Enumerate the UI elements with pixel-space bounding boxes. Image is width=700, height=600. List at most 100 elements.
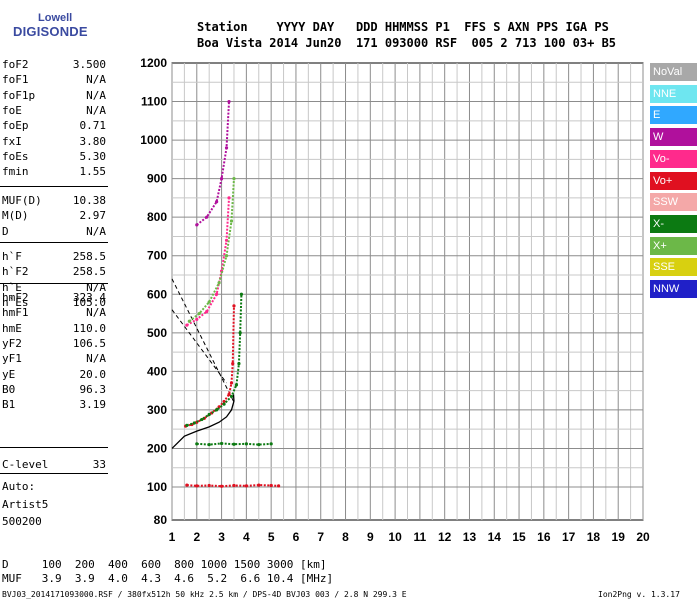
echo-point xyxy=(231,362,235,366)
echo-point xyxy=(207,443,211,447)
x-tick-label: 17 xyxy=(562,530,576,544)
dashed-reference-line xyxy=(171,309,227,384)
parameter-value: 3.500 xyxy=(72,58,106,71)
x-tick-label: 2 xyxy=(193,530,200,544)
echo-point xyxy=(207,412,211,417)
parameter-label: foEp xyxy=(2,119,29,133)
echo-point xyxy=(257,483,261,487)
parameter-value: 110.0 xyxy=(72,321,106,335)
chart-grid xyxy=(171,62,644,521)
echo-point xyxy=(215,200,219,204)
parameter-label: MUF(D) xyxy=(2,194,42,207)
parameter-row: foEs 5.30 xyxy=(2,149,106,164)
autoscale-code: 500200 xyxy=(2,515,42,528)
autoscale-artist: Artist5 xyxy=(2,498,49,511)
echo-point xyxy=(207,483,211,488)
parameter-label: fxI xyxy=(2,134,22,148)
echo-point xyxy=(238,331,242,335)
x-tick-label: 6 xyxy=(293,530,300,544)
echo-point xyxy=(215,408,219,412)
parameter-value: 10.38 xyxy=(72,194,106,207)
parameter-value: N/A xyxy=(86,103,106,117)
echo-trace xyxy=(187,177,236,323)
parameter-row: h`F2 258.5 xyxy=(2,264,106,279)
parameter-value: 323.4 xyxy=(72,291,106,304)
parameter-label: foEs xyxy=(2,149,29,163)
echo-point xyxy=(269,442,273,446)
echo-trace xyxy=(195,441,273,447)
echo-point xyxy=(207,300,211,304)
parameter-label: foF2 xyxy=(2,58,29,71)
parameter-label: h`F2 xyxy=(2,265,29,279)
parameter-label: M(D) xyxy=(2,209,29,223)
y-tick-label: 800 xyxy=(147,210,167,224)
legend-item: W xyxy=(650,128,697,147)
parameter-value: 3.19 xyxy=(79,398,107,412)
echo-point xyxy=(229,219,234,223)
echo-point xyxy=(205,310,209,314)
legend-item: Vo+ xyxy=(650,171,697,190)
echo-point xyxy=(192,421,196,425)
x-tick-label: 4 xyxy=(243,530,250,544)
parameter-row: foE N/A xyxy=(2,103,106,118)
parameter-row: yF1 N/A xyxy=(2,351,106,366)
x-tick-label: 11 xyxy=(414,530,427,544)
parameter-label: hmF1 xyxy=(2,306,29,320)
y-tick-label: 400 xyxy=(147,364,167,378)
echo-point xyxy=(269,483,273,488)
parameter-label: C-level xyxy=(2,458,49,471)
header-line-1: Station YYYY DAY DDD HHMMSS P1 FFS S AXN… xyxy=(197,20,609,34)
echo-point xyxy=(244,484,248,488)
legend-item: E xyxy=(650,106,697,125)
parameter-label: h`Es xyxy=(2,295,29,309)
parameter-value: 106.5 xyxy=(72,336,106,350)
x-tick-label: 18 xyxy=(587,530,601,544)
echo-point xyxy=(205,215,209,219)
legend-item: X- xyxy=(650,214,697,233)
logo-digisonde-text: DIGISONDE xyxy=(13,24,88,39)
echo-point xyxy=(195,442,199,446)
echo-point xyxy=(232,442,236,446)
parameter-label: foF1 xyxy=(2,73,29,87)
parameter-row: h`F 258.5 xyxy=(2,249,106,264)
y-tick-label: 200 xyxy=(147,441,167,455)
parameter-value: N/A xyxy=(86,88,106,102)
parameter-row: foF2 3.500 xyxy=(2,57,106,72)
parameter-value: 3.80 xyxy=(79,134,107,148)
echo-point xyxy=(224,238,229,242)
echo-point xyxy=(195,484,199,488)
parameter-label: hmE xyxy=(2,321,22,335)
echo-point xyxy=(187,319,191,323)
legend-item: NoVal xyxy=(650,63,697,81)
echo-trace xyxy=(185,292,244,427)
y-tick-label: 300 xyxy=(147,403,167,417)
parameter-label: B0 xyxy=(2,382,16,396)
muf-distance-row: D 100 200 400 600 800 1000 1500 3000 [km… xyxy=(2,558,327,571)
parameter-separator xyxy=(0,186,108,187)
parameter-value: 5.30 xyxy=(79,149,107,163)
x-tick-label: 8 xyxy=(342,530,349,544)
x-tick-label: 16 xyxy=(537,530,551,544)
parameter-value: 258.5 xyxy=(72,265,106,279)
y-tick-label: 500 xyxy=(147,326,167,340)
legend-item: NNE xyxy=(650,84,697,103)
parameter-row: B0 96.3 xyxy=(2,382,106,397)
x-tick-label: 10 xyxy=(388,530,402,544)
parameter-row: yF2 106.5 xyxy=(2,336,106,351)
legend-item: X+ xyxy=(650,236,697,255)
echo-point xyxy=(224,254,229,258)
y-tick-label: 1000 xyxy=(140,133,167,147)
chart-ticks: 1 2 3 4 5 6 7 8 9 10 11 12 13 14 15 16 17 18 19 20801002003… xyxy=(140,56,650,544)
echo-point xyxy=(195,317,199,321)
echo-point xyxy=(227,99,231,104)
parameter-label: h`E xyxy=(2,280,22,294)
dashed-reference-line xyxy=(171,278,235,403)
parameter-row: yE 20.0 xyxy=(2,367,106,382)
legend-item: SSE xyxy=(650,258,697,277)
echo-point xyxy=(234,383,239,387)
y-tick-label: 1200 xyxy=(140,56,167,70)
parameter-row: h`E N/A xyxy=(2,280,106,295)
parameter-value: 105.0 xyxy=(72,295,106,309)
echo-point xyxy=(215,292,219,296)
